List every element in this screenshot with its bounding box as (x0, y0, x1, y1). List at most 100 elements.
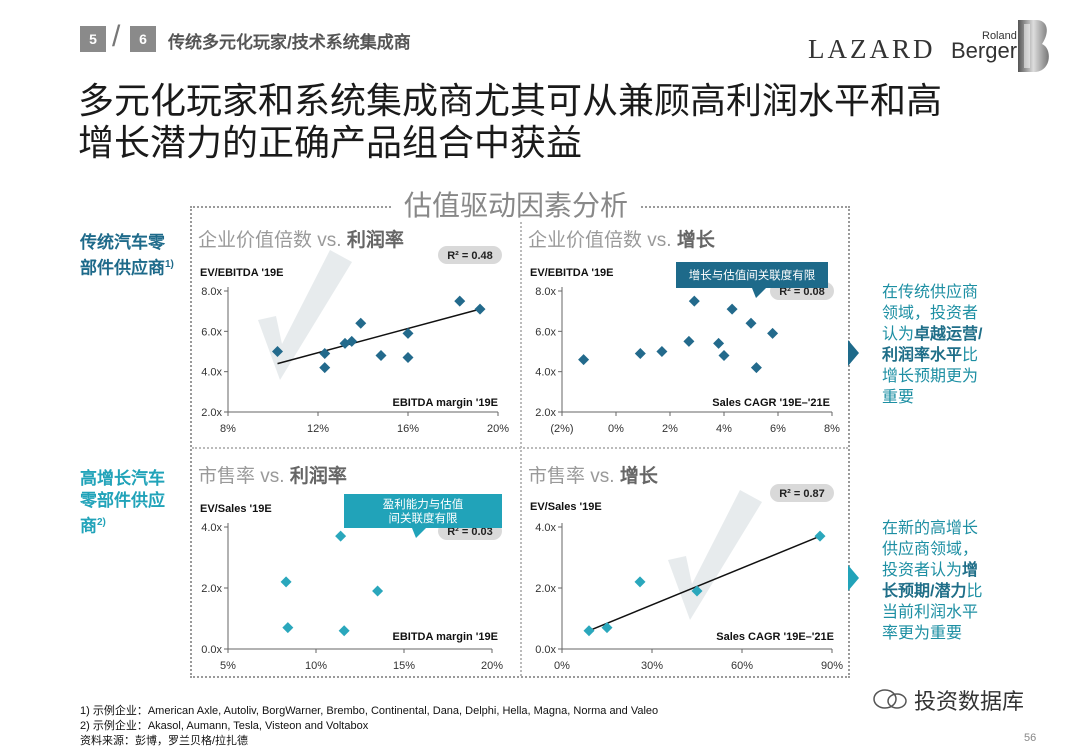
x-tick-label: (2%) (550, 423, 573, 435)
x-tick-label: 8% (220, 423, 236, 435)
page-title: 多元化玩家和系统集成商尤其可从兼顾高利润水平和高 增长潜力的正确产品组合中获益 (78, 80, 943, 163)
data-point (814, 530, 826, 542)
section-box-prev: 5 (80, 26, 106, 52)
x-tick-label: 2% (662, 423, 678, 435)
data-point (767, 327, 779, 339)
chart-title-part: 市售率 vs. (198, 465, 290, 487)
x-tick-label: 20% (481, 660, 503, 672)
callout-box (676, 262, 828, 298)
arrow-bottom-icon (848, 565, 859, 591)
y-tick-label: 2.0x (535, 583, 556, 595)
frame-title: 估值驱动因素分析 (392, 184, 641, 224)
x-tick-label: 4% (716, 423, 732, 435)
callout-text: 增长与估值间关联度有限 (689, 268, 816, 282)
data-point (750, 362, 762, 374)
y-axis-label-3: EV/Sales '19E (200, 503, 272, 515)
x-axis-label-3: EBITDA margin '19E (392, 631, 498, 643)
data-point (280, 576, 292, 588)
source-note: 资料来源：彭博，罗兰贝格/拉扎德 (80, 735, 249, 747)
callout-text: 间关联度有限 (389, 511, 458, 525)
y-tick-label: 2.0x (201, 407, 222, 419)
x-tick-label: 6% (770, 423, 786, 435)
r2-value: R² = 0.48 (447, 250, 493, 262)
data-point (282, 622, 294, 634)
y-tick-label: 6.0x (201, 326, 222, 338)
data-point (691, 585, 703, 597)
x-tick-label: 0% (554, 660, 570, 672)
r2-value: R² = 0.87 (779, 488, 825, 500)
x-tick-label: 15% (393, 660, 415, 672)
section-slash: / (112, 20, 121, 53)
callout-box (344, 494, 502, 538)
r2-badge (770, 484, 834, 502)
data-point (454, 295, 466, 307)
x-tick-label: 5% (220, 660, 236, 672)
chart-title-part: 企业价值倍数 vs. (198, 229, 347, 251)
x-tick-label: 0% (608, 423, 624, 435)
data-point (601, 622, 613, 634)
x-tick-label: 60% (731, 660, 753, 672)
x-tick-label: 10% (305, 660, 327, 672)
x-tick-label: 90% (821, 660, 843, 672)
page-number: 56 (1024, 732, 1037, 744)
arrow-top-icon (848, 340, 859, 366)
y-tick-label: 2.0x (201, 583, 222, 595)
data-point (355, 317, 367, 329)
data-point (583, 625, 595, 637)
data-point (578, 354, 590, 366)
right-note-traditional: 在传统供应商 领域，投资者 认为卓越运营/ 利润率水平比 增长预期更为 重要 (882, 284, 983, 406)
watermark-text: 投资数据库 (914, 689, 1025, 714)
x-tick-label: 12% (307, 423, 329, 435)
x-tick-label: 20% (487, 423, 509, 435)
data-point (656, 346, 668, 357)
data-point (335, 530, 347, 542)
y-tick-label: 8.0x (535, 286, 556, 298)
roland-berger-logo-text: Berger (951, 38, 1018, 63)
checkmark-watermark-icon (668, 490, 762, 620)
roland-berger-logo-small: Roland (982, 30, 1017, 42)
y-tick-label: 4.0x (201, 367, 222, 379)
data-point (319, 348, 331, 360)
chart-title-2: 企业价值倍数 vs. 增长 (528, 228, 716, 251)
vertical-divider (520, 222, 522, 676)
chart-title-4: 市售率 vs. 增长 (528, 464, 659, 487)
wechat-icon (873, 689, 907, 709)
checkmark-watermark-icon (258, 250, 352, 380)
data-point (372, 585, 384, 597)
y-tick-label: 4.0x (201, 522, 222, 534)
x-tick-label: 16% (397, 423, 419, 435)
y-axis-label-1: EV/EBITDA '19E (200, 267, 284, 279)
data-point (745, 317, 757, 329)
chart-title-emphasis: 增长 (677, 228, 716, 251)
data-point (713, 337, 725, 349)
section-title: 传统多元化玩家/技术系统集成商 (168, 33, 411, 52)
chart-title-emphasis: 利润率 (347, 228, 404, 251)
y-tick-label: 0.0x (201, 644, 222, 656)
row-label-high-growth: 高增长汽车 零部件供应 商2) (80, 469, 165, 536)
data-point (726, 303, 738, 315)
y-tick-label: 4.0x (535, 522, 556, 534)
right-note-high-growth: 在新的高增长 供应商领域， 投资者认为增 长预期/潜力比 当前利润水平 率更为重… (882, 520, 983, 642)
chart-title-part: 市售率 vs. (528, 465, 620, 487)
data-point (272, 346, 283, 357)
trendline (588, 535, 821, 632)
chart-title-3: 市售率 vs. 利润率 (198, 464, 347, 487)
chart-title-emphasis: 利润率 (290, 464, 347, 487)
data-point (402, 352, 414, 364)
r2-value: R² = 0.08 (779, 286, 825, 298)
y-tick-label: 2.0x (535, 407, 556, 419)
trendline (277, 308, 481, 365)
data-point (402, 327, 414, 339)
data-point (346, 335, 358, 347)
x-axis-label-4: Sales CAGR '19E–'21E (716, 631, 834, 643)
roland-berger-b-icon (1018, 20, 1049, 72)
y-tick-label: 8.0x (201, 286, 222, 298)
x-tick-label: 8% (824, 423, 840, 435)
data-point (634, 348, 646, 360)
data-point (683, 335, 695, 347)
footnote-1: 1) 示例企业：American Axle, Autoliv, BorgWarn… (80, 705, 659, 717)
data-point (474, 303, 486, 315)
x-tick-label: 30% (641, 660, 663, 672)
y-axis-label-2: EV/EBITDA '19E (530, 267, 614, 279)
